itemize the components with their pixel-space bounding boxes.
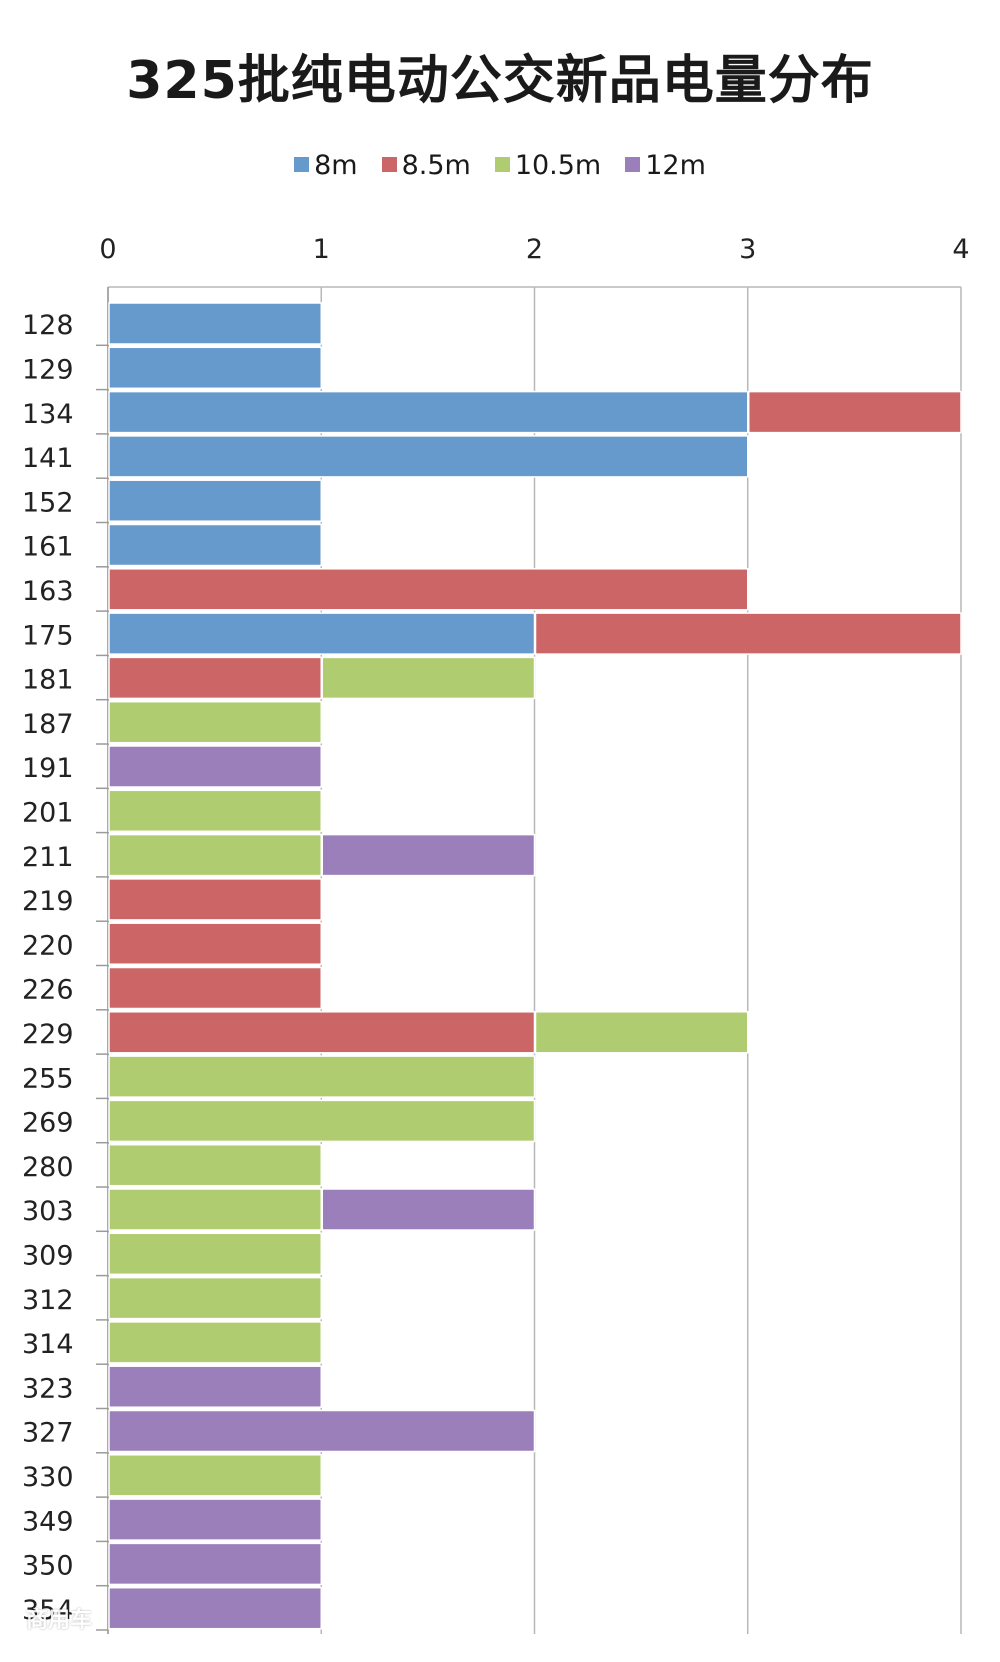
legend-item-8m: 8m bbox=[294, 150, 358, 181]
bar-303-12m bbox=[321, 1188, 536, 1231]
bar-327-12m bbox=[108, 1409, 536, 1453]
bar-303-10.5m bbox=[108, 1188, 322, 1231]
legend-swatch-12m bbox=[625, 157, 641, 172]
x-tick-label-0: 0 bbox=[99, 234, 116, 265]
legend-label-8.5m: 8.5m bbox=[401, 150, 471, 181]
bar-255-10.5m bbox=[108, 1055, 536, 1098]
y-tick-label-163: 163 bbox=[22, 576, 74, 607]
y-tick-label-152: 152 bbox=[22, 487, 74, 518]
legend-item-10.5m: 10.5m bbox=[494, 150, 602, 181]
y-tick-label-312: 312 bbox=[22, 1285, 74, 1316]
y-tick-label-349: 349 bbox=[22, 1506, 74, 1537]
bar-161-8m bbox=[108, 523, 322, 567]
bar-269-10.5m bbox=[108, 1099, 536, 1143]
legend: 8m 8.5m 10.5m 12m bbox=[0, 150, 1000, 181]
bar-181-8.5m bbox=[108, 656, 322, 700]
y-tick-label-255: 255 bbox=[22, 1063, 74, 1094]
bar-226-8.5m bbox=[108, 966, 322, 1010]
bar-219-8.5m bbox=[108, 878, 322, 921]
x-tick-label-4: 4 bbox=[952, 234, 969, 265]
bar-220-8.5m bbox=[108, 922, 322, 965]
bar-134-8.5m bbox=[748, 390, 962, 434]
y-tick-label-219: 219 bbox=[22, 886, 74, 917]
x-tick-label-1: 1 bbox=[313, 234, 330, 265]
y-tick-label-128: 128 bbox=[22, 310, 74, 341]
bar-229-8.5m bbox=[108, 1011, 536, 1054]
bar-330-10.5m bbox=[108, 1454, 322, 1497]
bar-134-8m bbox=[108, 390, 749, 434]
watermark: 商用车 bbox=[26, 1608, 93, 1633]
y-tick-label-280: 280 bbox=[22, 1152, 74, 1183]
bar-181-10.5m bbox=[321, 656, 536, 700]
bar-128-8m bbox=[108, 302, 322, 345]
bar-163-8.5m bbox=[108, 568, 749, 611]
y-tick-label-161: 161 bbox=[22, 532, 74, 563]
legend-item-8.5m: 8.5m bbox=[381, 150, 471, 181]
y-tick-label-220: 220 bbox=[22, 930, 74, 961]
bar-349-12m bbox=[108, 1498, 322, 1541]
bar-201-10.5m bbox=[108, 789, 322, 833]
y-tick-label-211: 211 bbox=[22, 842, 74, 873]
y-tick-label-201: 201 bbox=[22, 797, 74, 828]
bar-129-8m bbox=[108, 346, 322, 390]
y-tick-label-187: 187 bbox=[22, 709, 74, 740]
chart-title: 325批纯电动公交新品电量分布 bbox=[126, 51, 874, 111]
x-tick-label-3: 3 bbox=[739, 234, 756, 265]
bar-175-8.5m bbox=[534, 612, 962, 655]
legend-item-12m: 12m bbox=[625, 150, 706, 181]
bar-187-10.5m bbox=[108, 700, 322, 744]
bar-309-10.5m bbox=[108, 1232, 322, 1276]
bar-211-10.5m bbox=[108, 833, 322, 877]
y-tick-label-269: 269 bbox=[22, 1108, 74, 1139]
bar-141-8m bbox=[108, 435, 749, 478]
bar-312-10.5m bbox=[108, 1276, 322, 1320]
legend-label-12m: 12m bbox=[645, 150, 706, 181]
bar-354-12m bbox=[108, 1586, 322, 1630]
y-tick-label-323: 323 bbox=[22, 1373, 74, 1404]
y-tick-label-134: 134 bbox=[22, 399, 74, 430]
bar-229-10.5m bbox=[534, 1011, 749, 1054]
y-tick-label-303: 303 bbox=[22, 1196, 74, 1227]
bar-314-10.5m bbox=[108, 1321, 322, 1364]
bar-175-8m bbox=[108, 612, 536, 655]
legend-swatch-8m bbox=[294, 157, 310, 172]
bar-152-8m bbox=[108, 479, 322, 522]
y-tick-label-350: 350 bbox=[22, 1551, 74, 1582]
y-tick-label-354: 354 bbox=[22, 1595, 74, 1626]
y-tick-label-141: 141 bbox=[22, 443, 74, 474]
y-tick-label-309: 309 bbox=[22, 1240, 74, 1271]
bar-280-10.5m bbox=[108, 1143, 322, 1187]
legend-label-8m: 8m bbox=[314, 150, 358, 181]
y-tick-label-191: 191 bbox=[22, 753, 74, 784]
y-tick-label-175: 175 bbox=[22, 620, 74, 651]
y-tick-label-314: 314 bbox=[22, 1329, 74, 1360]
y-tick-label-226: 226 bbox=[22, 975, 74, 1006]
bar-350-12m bbox=[108, 1542, 322, 1586]
bar-211-12m bbox=[321, 833, 536, 877]
x-tick-label-2: 2 bbox=[526, 234, 543, 265]
y-tick-label-129: 129 bbox=[22, 354, 74, 385]
y-tick-label-327: 327 bbox=[22, 1418, 74, 1449]
y-tick-label-181: 181 bbox=[22, 665, 74, 696]
y-tick-label-330: 330 bbox=[22, 1462, 74, 1493]
bar-191-12m bbox=[108, 745, 322, 788]
y-tick-label-229: 229 bbox=[22, 1019, 74, 1050]
legend-swatch-10.5m bbox=[494, 157, 510, 172]
bar-323-12m bbox=[108, 1365, 322, 1408]
legend-label-10.5m: 10.5m bbox=[514, 150, 602, 181]
legend-swatch-8.5m bbox=[381, 157, 397, 172]
